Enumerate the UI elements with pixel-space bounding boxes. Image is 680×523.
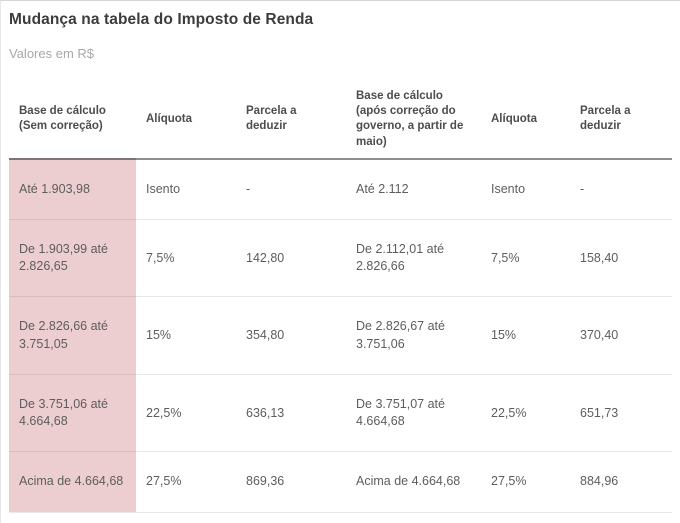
table-cell: 15% [481, 296, 570, 375]
table-cell: 884,96 [570, 451, 672, 513]
table-cell: Isento [136, 158, 236, 220]
column-header-4: Alíquota [481, 83, 570, 160]
page-subtitle: Valores em R$ [9, 46, 95, 61]
table-cell: 22,5% [481, 374, 570, 453]
income-tax-table: Base de cálculo (Sem correção) Alíquota Pa… [9, 83, 672, 513]
column-header-2: Parcela a deduzir [236, 83, 346, 160]
table-header-row: Base de cálculo (Sem correção) Alíquota Pa… [9, 83, 672, 160]
table-cell: 142,80 [236, 219, 346, 298]
table-cell: Até 2.112 [346, 158, 481, 220]
table-cell: De 2.826,67 até 3.751,06 [346, 296, 481, 375]
column-header-5: Parcela a deduzir [570, 83, 672, 160]
column-header-3: Base de cálculo (após correção do govern… [346, 83, 481, 160]
table-cell: - [236, 158, 346, 220]
table-cell: 354,80 [236, 296, 346, 375]
table-cell: 22,5% [136, 374, 236, 453]
table-cell: Acima de 4.664,68 [346, 451, 481, 513]
table-cell: Acima de 4.664,68 [9, 451, 136, 513]
table-cell: Isento [481, 158, 570, 220]
table-cell: De 3.751,06 até 4.664,68 [9, 374, 136, 453]
table-cell: 370,40 [570, 296, 672, 375]
table-cell: 869,36 [236, 451, 346, 513]
table-cell: - [570, 158, 672, 220]
table-row: Até 1.903,98 Isento - Até 2.112 Isento - [9, 158, 672, 220]
column-header-1: Alíquota [136, 83, 236, 160]
table-cell: De 3.751,07 até 4.664,68 [346, 374, 481, 453]
table-cell: De 1.903,99 até 2.826,65 [9, 219, 136, 298]
table-header: Base de cálculo (Sem correção) Alíquota Pa… [9, 83, 672, 160]
table-row: Acima de 4.664,68 27,5% 869,36 Acima de 4.6… [9, 451, 672, 513]
table-cell: 27,5% [136, 451, 236, 513]
table-cell: 7,5% [136, 219, 236, 298]
table-cell: 7,5% [481, 219, 570, 298]
table-cell: De 2.112,01 até 2.826,66 [346, 219, 481, 298]
table-cell: De 2.826,66 até 3.751,05 [9, 296, 136, 375]
table-cell: 27,5% [481, 451, 570, 513]
table-cell: 158,40 [570, 219, 672, 298]
table-cell: 636,13 [236, 374, 346, 453]
table-cell: Até 1.903,98 [9, 158, 136, 220]
page-title: Mudança na tabela do Imposto de Renda [9, 11, 314, 28]
table-row: De 1.903,99 até 2.826,65 7,5% 142,80 De 2.1… [9, 219, 672, 298]
table-cell: 15% [136, 296, 236, 375]
table-body: Até 1.903,98 Isento - Até 2.112 Isento - De 1.… [9, 158, 672, 513]
column-header-0: Base de cálculo (Sem correção) [9, 83, 136, 160]
table-row: De 2.826,66 até 3.751,05 15% 354,80 De 2.82… [9, 296, 672, 375]
table-row: De 3.751,06 até 4.664,68 22,5% 636,13 De 3.… [9, 374, 672, 453]
table-cell: 651,73 [570, 374, 672, 453]
